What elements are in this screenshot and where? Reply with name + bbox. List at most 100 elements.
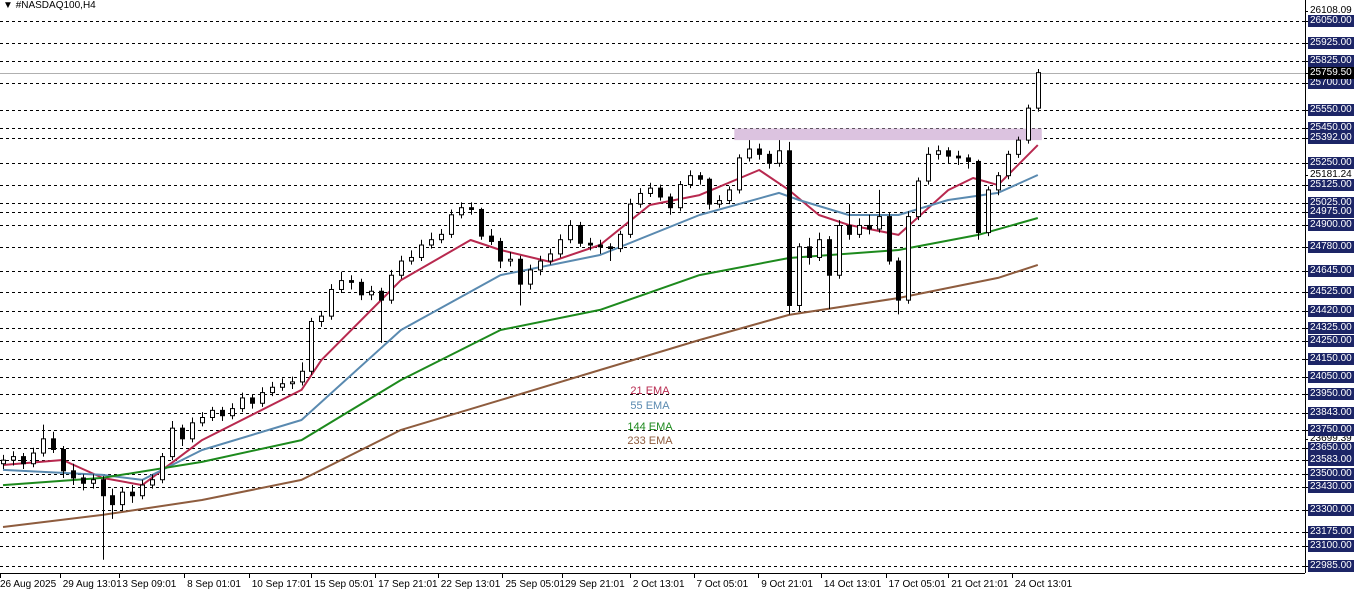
candle-body: [220, 409, 225, 417]
candle-body: [528, 269, 533, 285]
candle: [61, 445, 66, 478]
candle: [688, 170, 693, 189]
candle-body: [309, 320, 314, 372]
candle: [11, 451, 16, 466]
candle: [419, 239, 424, 262]
candle-body: [926, 153, 931, 182]
candle: [518, 255, 523, 306]
candle: [160, 453, 165, 484]
candle-body: [349, 280, 354, 283]
candle-body: [389, 274, 394, 301]
triangle-down-icon[interactable]: ▼: [3, 0, 13, 11]
current-price-label: 25759.50: [1308, 66, 1354, 79]
candle: [140, 479, 145, 500]
candle-body: [1016, 139, 1021, 155]
candle-body: [290, 381, 295, 385]
candle: [389, 269, 394, 304]
price-level-label: 25392.00: [1308, 131, 1354, 144]
candle-body: [130, 491, 135, 497]
candle: [837, 220, 842, 279]
chart-title[interactable]: ▼ #NASDAQ100,H4: [3, 0, 96, 11]
candle-body: [568, 224, 573, 241]
candle-body: [399, 260, 404, 276]
price-marker-label: 26108.09: [1310, 4, 1352, 16]
candle-body: [747, 148, 752, 159]
time-label: 8 Sep 01:01: [187, 579, 241, 590]
candle-body: [996, 175, 1001, 191]
candle-body: [817, 239, 822, 258]
axes: [0, 0, 1308, 578]
candle-body: [140, 484, 145, 497]
candle: [379, 287, 384, 343]
candle: [270, 381, 275, 397]
candle-body: [41, 438, 46, 454]
price-level-label: 25550.00: [1308, 103, 1354, 116]
candle: [598, 239, 603, 254]
candle: [319, 310, 324, 327]
candle-body: [170, 427, 175, 458]
candle-body: [11, 456, 16, 461]
candle-body: [359, 281, 364, 296]
candle-body: [777, 150, 782, 164]
candle-body: [250, 397, 255, 404]
candle: [180, 424, 185, 446]
price-level-label: 23950.00: [1308, 388, 1354, 401]
candle-body: [688, 175, 693, 186]
candle: [399, 255, 404, 279]
candle-body: [369, 290, 374, 296]
candle: [1026, 104, 1031, 144]
candle-body: [1026, 107, 1031, 141]
candle: [588, 237, 593, 251]
price-level-label: 24525.00: [1308, 286, 1354, 299]
candle: [727, 186, 732, 205]
candle: [290, 376, 295, 390]
candle-body: [51, 438, 56, 450]
candle-body: [976, 160, 981, 234]
candle: [797, 243, 802, 311]
candle-body: [558, 239, 563, 255]
candle-body: [61, 448, 66, 472]
candle-body: [588, 242, 593, 246]
candle-body: [101, 479, 106, 497]
candle-body: [81, 477, 86, 484]
candle: [946, 147, 951, 164]
time-label: 7 Oct 05:01: [696, 579, 749, 590]
candle-body: [498, 240, 503, 262]
candle: [737, 154, 742, 194]
price-marker-label: 25181.24: [1310, 169, 1352, 181]
candle: [1, 454, 6, 470]
candle-body: [210, 409, 215, 418]
candle: [996, 172, 1001, 196]
candle-body: [598, 244, 603, 248]
candle-body: [857, 224, 862, 235]
candle: [91, 474, 96, 489]
candle-body: [479, 208, 484, 237]
candle: [150, 474, 155, 489]
candle: [896, 257, 901, 315]
price-level-label: 24900.00: [1308, 219, 1354, 232]
candle: [1016, 136, 1021, 158]
candle: [130, 485, 135, 503]
candle: [339, 271, 344, 294]
candle-body: [946, 150, 951, 157]
candle: [638, 188, 643, 208]
candle-body: [319, 315, 324, 322]
candle: [280, 378, 285, 391]
candle-body: [717, 200, 722, 205]
candle-body: [847, 224, 852, 235]
candle-body: [429, 239, 434, 246]
price-level-label: 24325.00: [1308, 321, 1354, 334]
price-level-label: 23430.00: [1308, 480, 1354, 493]
candle: [200, 412, 205, 427]
time-label: 14 Oct 13:01: [823, 579, 882, 590]
candle: [31, 447, 36, 468]
candle: [528, 264, 533, 290]
time-label: 17 Sep 21:01: [378, 579, 438, 590]
legend-ema21: 21 EMA: [630, 385, 670, 397]
candle: [966, 154, 971, 169]
candle: [449, 209, 454, 238]
candle-body: [260, 392, 265, 404]
candle: [190, 417, 195, 443]
candle: [956, 150, 961, 166]
